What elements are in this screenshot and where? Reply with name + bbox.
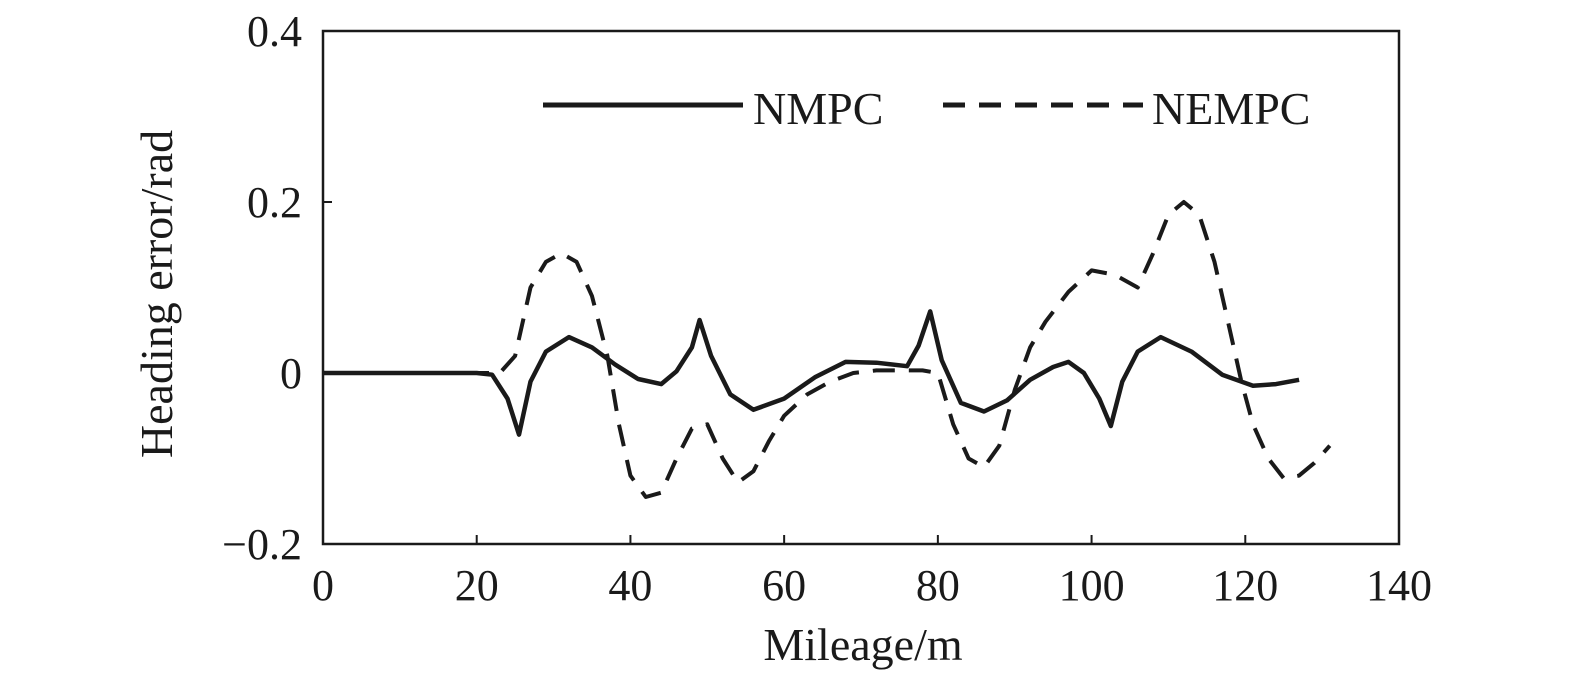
x-tick-label: 60 xyxy=(762,561,806,610)
x-tick-label: 80 xyxy=(916,561,960,610)
x-axis-title: Mileage/m xyxy=(763,619,962,670)
x-tick-label: 100 xyxy=(1059,561,1125,610)
x-tick-label: 0 xyxy=(312,561,334,610)
x-tick-label: 40 xyxy=(608,561,652,610)
y-axis-title: Heading error/rad xyxy=(131,130,182,458)
y-tick-label: 0.2 xyxy=(247,178,302,227)
series-layer xyxy=(323,200,1332,499)
legend: NMPC NEMPC xyxy=(543,83,1310,134)
axis-ticks: 0 20 40 60 80 100 120 140−0.200.20.4 xyxy=(222,7,1432,610)
legend-label-nempc: NEMPC xyxy=(1152,83,1310,134)
plot-area-border xyxy=(321,29,1401,546)
x-tick-label: 120 xyxy=(1212,561,1278,610)
series-line-nmpc xyxy=(323,309,1300,437)
plot-frame xyxy=(321,29,1401,546)
legend-label-nmpc: NMPC xyxy=(753,83,883,134)
x-tick-label: 140 xyxy=(1366,561,1432,610)
x-tick-label: 20 xyxy=(455,561,499,610)
y-tick-label: −0.2 xyxy=(222,520,302,569)
y-tick-label: 0 xyxy=(280,349,302,398)
y-tick-label: 0.4 xyxy=(247,7,302,56)
series-line-nempc xyxy=(323,200,1332,499)
